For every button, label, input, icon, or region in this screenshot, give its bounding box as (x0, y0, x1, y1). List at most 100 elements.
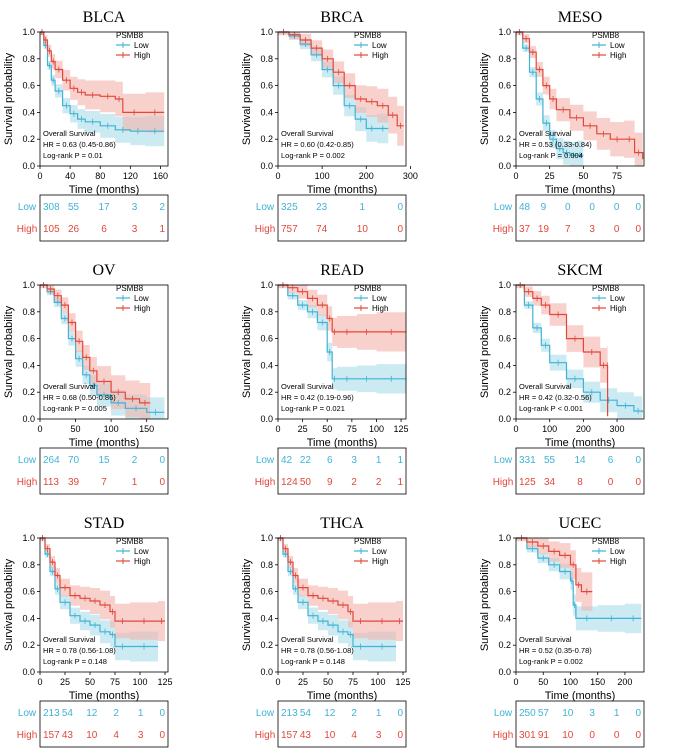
risk-high-count: 10 (562, 730, 574, 741)
risk-low-count: 0 (397, 202, 403, 213)
y-axis-label: Survival probability (479, 52, 491, 145)
risk-low-label: Low (18, 202, 37, 213)
y-tick-label: 1.0 (498, 533, 511, 543)
plot-frame (277, 537, 407, 673)
risk-low-count: 308 (43, 202, 60, 213)
risk-low-count: 42 (281, 455, 293, 466)
logrank-p: Log-rank P = 0.004 (519, 151, 583, 160)
risk-high-label: High (17, 730, 38, 741)
risk-low-label: Low (494, 708, 513, 719)
risk-high-count: 0 (397, 224, 403, 235)
x-tick-label: 100 (315, 171, 330, 181)
stat-title: Overall Survival (281, 382, 334, 391)
risk-high-count: 0 (635, 477, 641, 488)
y-tick-label: 0.6 (498, 587, 511, 597)
low-survival-curve (40, 537, 158, 648)
stat-title: Overall Survival (519, 382, 572, 391)
x-tick-label: 40 (65, 171, 75, 181)
risk-table-frame (515, 194, 645, 242)
risk-low-count: 0 (635, 455, 641, 466)
plot-frame (39, 284, 169, 420)
x-tick-label: 200 (617, 677, 632, 687)
legend-title: PSMB8 (354, 537, 382, 546)
y-tick-label: 0.2 (260, 134, 273, 144)
hazard-ratio: HR = 0.60 (0.42-0.85) (281, 140, 354, 149)
risk-high-count: 6 (101, 224, 107, 235)
high-ci-band (278, 538, 403, 643)
risk-high-count: 0 (635, 730, 641, 741)
risk-low-count: 0 (159, 708, 165, 719)
x-tick-label: 25 (60, 677, 70, 687)
stat-title: Overall Survival (43, 635, 96, 644)
risk-low-count: 0 (635, 708, 641, 719)
y-tick-label: 0.8 (22, 560, 35, 570)
y-tick-label: 1.0 (498, 27, 511, 37)
y-tick-label: 1.0 (498, 280, 511, 290)
y-tick-label: 0.6 (498, 334, 511, 344)
km-panel-read: READ 0.0 0.2 0.4 0.6 0.8 1.0 Survival probabili… (241, 262, 409, 495)
x-tick-label: 100 (370, 677, 385, 687)
x-tick-label: 75 (110, 677, 120, 687)
logrank-p: Log-rank P = 0.002 (281, 151, 345, 160)
y-axis-label: Survival probability (3, 305, 15, 398)
risk-high-count: 757 (281, 224, 298, 235)
y-tick-label: 0.6 (498, 81, 511, 91)
panel-title: OV (92, 262, 116, 279)
logrank-p: Log-rank P = 0.01 (43, 151, 103, 160)
legend-high-label: High (610, 557, 626, 566)
y-tick-label: 0.0 (498, 667, 511, 677)
hazard-ratio: HR = 0.52 (0.35-0.78) (519, 646, 592, 655)
risk-high-count: 10 (357, 224, 369, 235)
risk-low-count: 55 (544, 455, 556, 466)
risk-low-count: 15 (98, 455, 110, 466)
y-tick-label: 0.6 (22, 81, 35, 91)
risk-high-count: 301 (519, 730, 536, 741)
risk-low-count: 2 (159, 202, 165, 213)
km-panel-thca: THCA 0.0 0.2 0.4 0.6 0.8 1.0 Survival probabili… (241, 515, 411, 748)
km-panel-stad: STAD 0.0 0.2 0.4 0.6 0.8 1.0 Survival probabili… (3, 515, 173, 748)
risk-low-count: 0 (614, 202, 620, 213)
risk-table-frame (39, 700, 169, 748)
legend-low-label: Low (610, 41, 625, 50)
stat-title: Overall Survival (281, 635, 334, 644)
y-tick-label: 0.8 (260, 307, 273, 317)
risk-low-count: 12 (86, 708, 98, 719)
x-tick-label: 75 (348, 677, 358, 687)
plot-frame (39, 31, 169, 167)
y-tick-label: 0.8 (22, 54, 35, 64)
risk-high-count: 0 (614, 730, 620, 741)
risk-low-count: 213 (281, 708, 298, 719)
high-ci-band (40, 538, 165, 643)
x-axis-label: Time (months) (307, 184, 378, 196)
x-axis-label: Time (months) (69, 437, 140, 449)
stat-title: Overall Survival (519, 635, 572, 644)
risk-high-label: High (17, 224, 38, 235)
low-survival-curve (40, 31, 165, 132)
x-tick-label: 160 (153, 171, 168, 181)
risk-table-frame (515, 700, 645, 748)
stat-title: Overall Survival (43, 129, 96, 138)
hazard-ratio: HR = 0.78 (0.56-1.08) (43, 646, 116, 655)
y-axis-label: Survival probability (479, 558, 491, 651)
x-tick-label: 50 (322, 424, 332, 434)
legend-low-label: Low (134, 547, 149, 556)
risk-low-count: 22 (300, 455, 312, 466)
low-ci-band (278, 538, 396, 663)
risk-high-label: High (255, 730, 276, 741)
high-ci-band (516, 538, 593, 613)
hazard-ratio: HR = 0.53 (0.33-0.84) (519, 140, 592, 149)
risk-high-count: 0 (635, 224, 641, 235)
km-panel-ov: OV 0.0 0.2 0.4 0.6 0.8 1.0 Survival probability… (3, 262, 169, 495)
risk-high-label: High (493, 730, 514, 741)
x-tick-label: 125 (394, 424, 409, 434)
x-tick-label: 300 (610, 424, 625, 434)
y-tick-label: 0.4 (498, 613, 511, 623)
y-tick-label: 0.0 (22, 414, 35, 424)
risk-high-count: 50 (300, 477, 312, 488)
y-tick-label: 0.0 (260, 667, 273, 677)
low-survival-curve (278, 284, 406, 380)
plot-frame (277, 31, 407, 167)
x-tick-label: 50 (538, 677, 548, 687)
legend-high-label: High (372, 51, 388, 60)
